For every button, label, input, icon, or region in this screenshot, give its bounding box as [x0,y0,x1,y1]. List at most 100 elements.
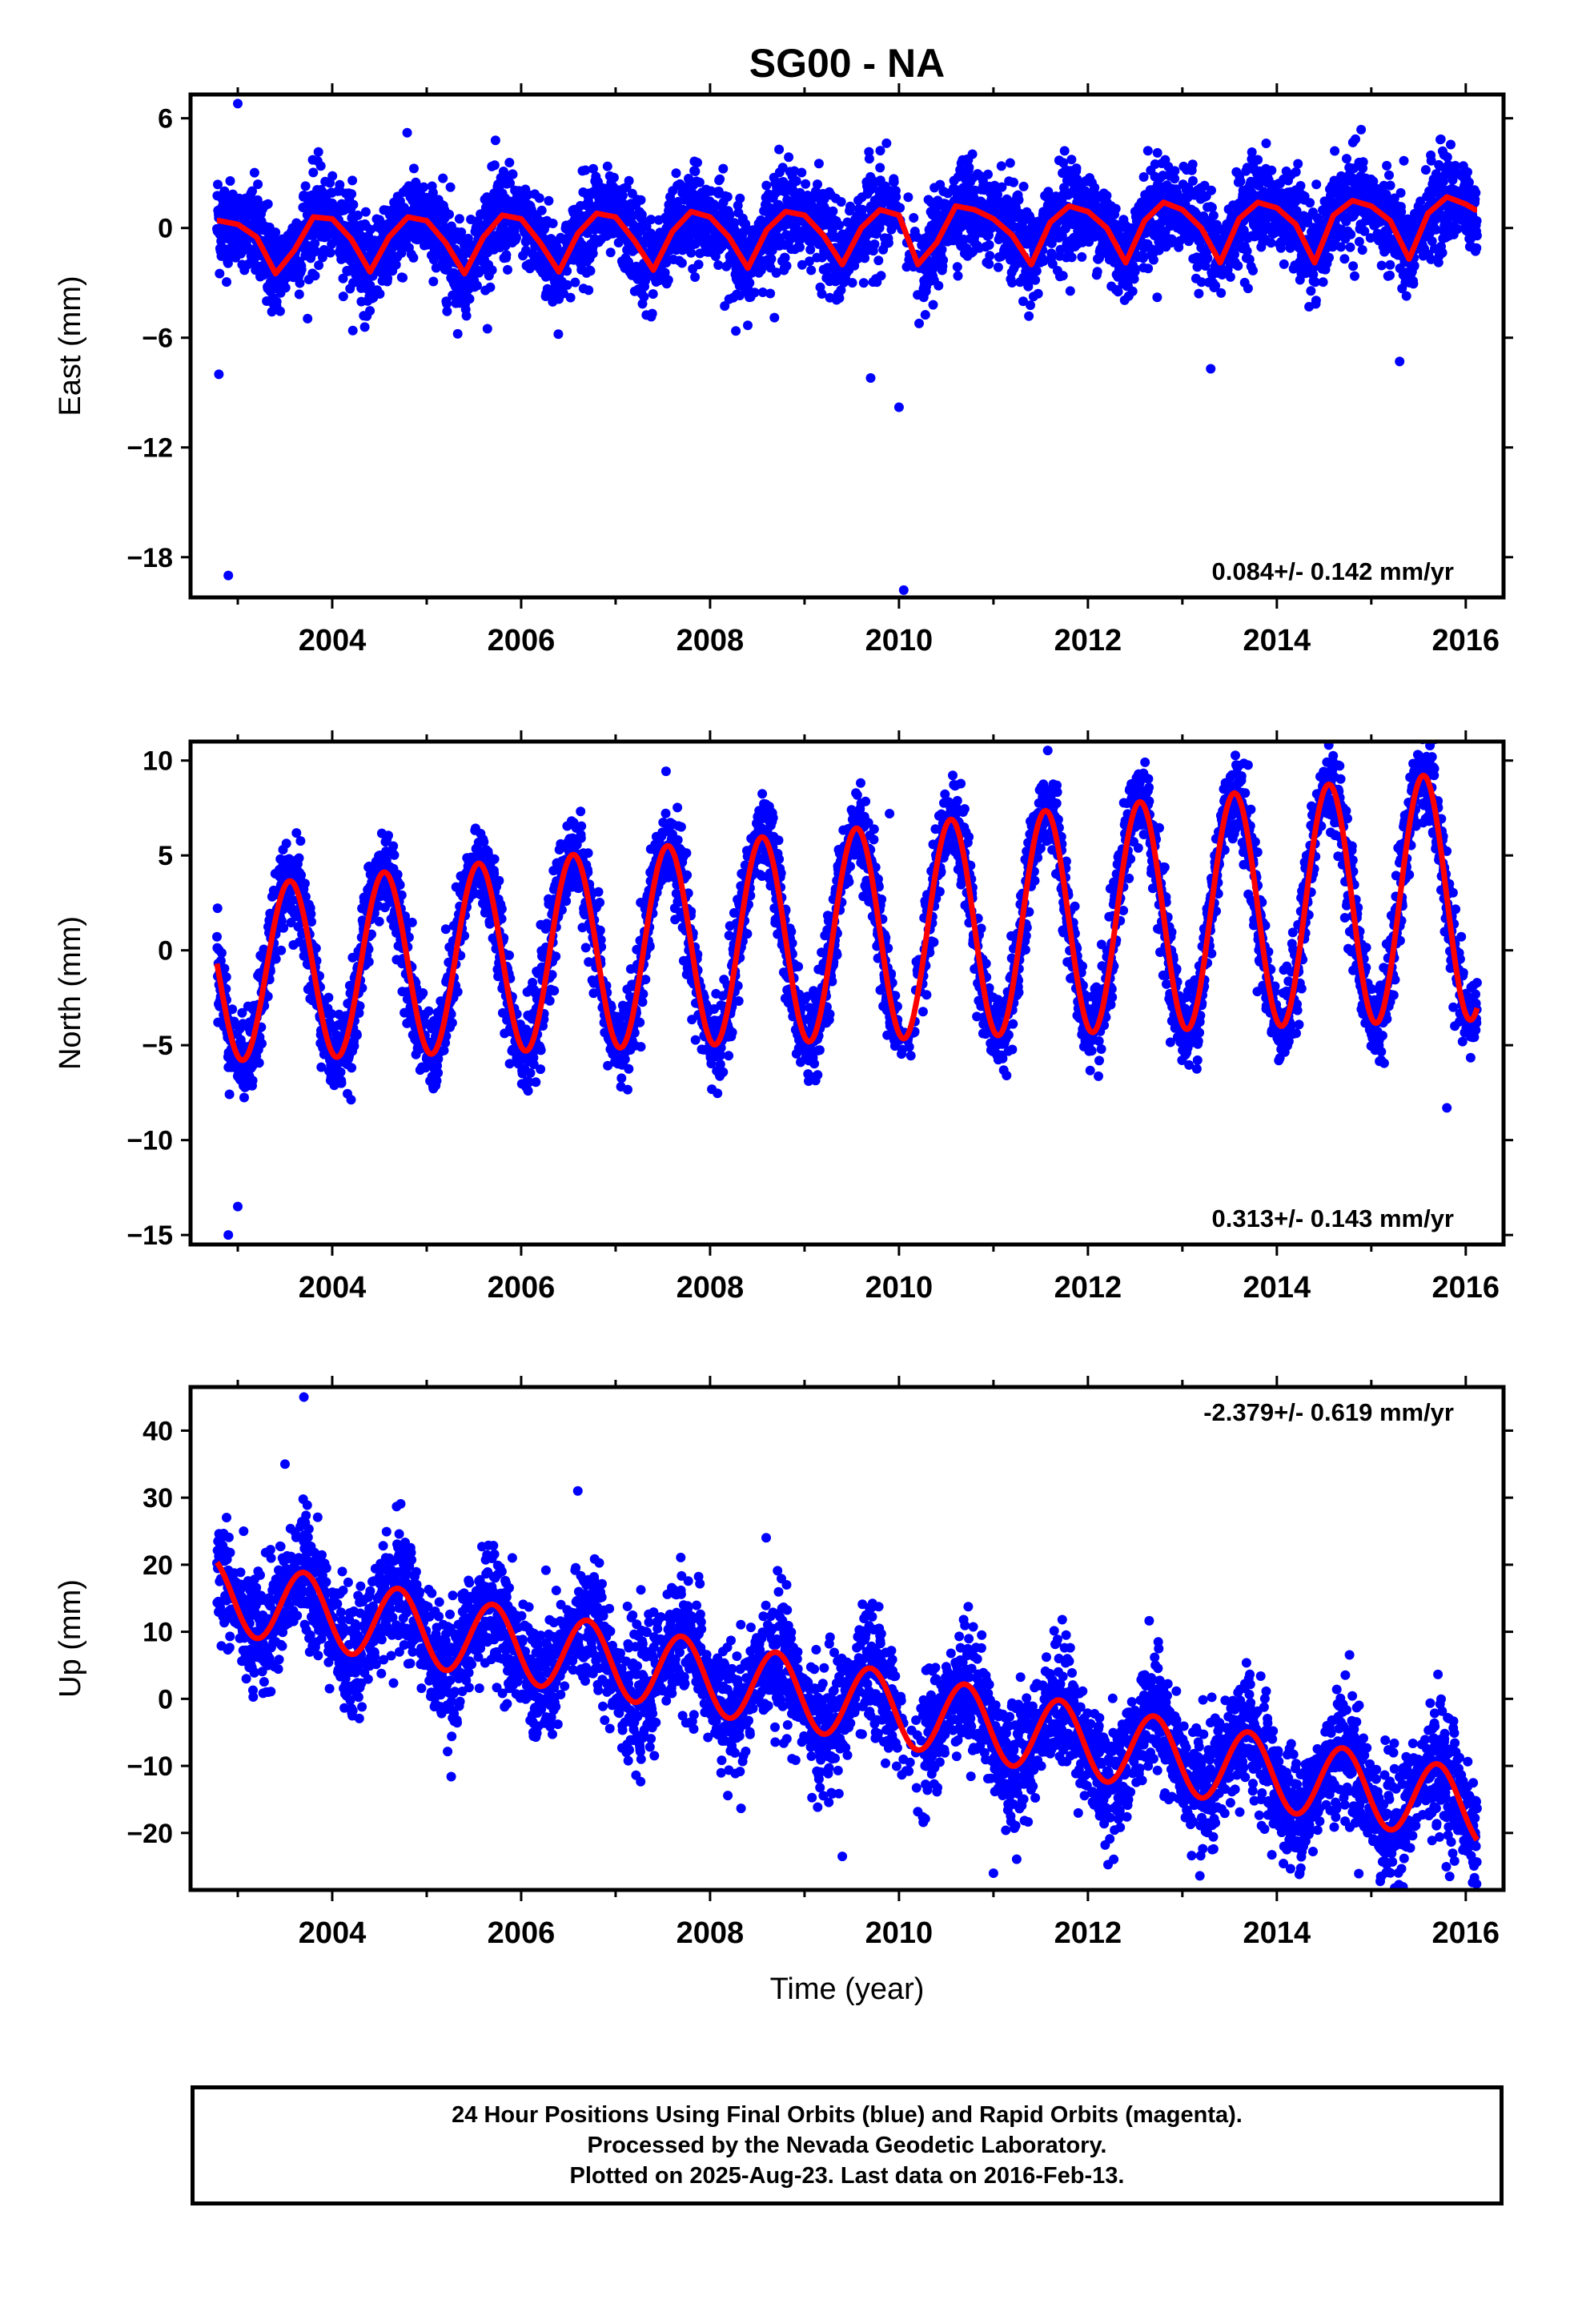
data-point [1071,163,1082,174]
plot-frame [188,92,1506,600]
data-point [1376,260,1387,271]
data-point [647,308,657,319]
data-point [490,135,500,146]
data-point [1233,261,1243,271]
data-point [720,301,730,312]
data-point [845,201,855,211]
y-tick-label: 0 [158,214,173,244]
data-point [1130,264,1141,274]
data-point [745,278,755,288]
data-point [777,163,788,173]
data-point [558,288,568,299]
data-point [1291,167,1301,177]
data-point [1385,180,1395,191]
data-point [338,273,348,283]
data-point [408,252,419,263]
data-point [1409,260,1419,271]
data-point [602,161,612,171]
data-point [801,179,811,189]
data-point [834,293,845,304]
data-point [757,287,768,297]
data-point [1311,296,1321,306]
data-point [1399,155,1409,166]
data-point [914,318,924,328]
data-point [677,245,688,255]
data-point [641,221,652,231]
data-point [463,233,473,243]
data-point [508,169,518,179]
data-point [1194,288,1204,299]
data-point [580,165,591,175]
data-point [1324,252,1334,263]
data-point [985,251,995,261]
data-point [213,179,223,190]
data-point [359,322,370,332]
data-point [224,1089,235,1100]
data-point [505,178,515,188]
data-point [889,177,899,187]
data-point [428,187,438,198]
data-point [1267,165,1277,175]
data-point [646,215,656,225]
data-point [1437,247,1447,258]
data-point [1152,292,1162,303]
data-point [225,176,235,186]
rate-annotation: 0.084+/- 0.142 mm/yr [1212,557,1454,585]
data-point [984,259,994,269]
data-point [1408,279,1419,289]
data-point [1295,181,1306,191]
data-point [402,127,412,138]
data-point [749,287,760,298]
data-point [1396,207,1407,217]
data-point [444,209,454,219]
data-point [398,272,408,283]
data-point [1014,195,1024,205]
data-point [365,280,375,291]
data-point [1357,245,1367,255]
data-point [512,232,521,243]
data-point [280,283,291,293]
data-point [864,154,874,164]
data-point [338,292,348,302]
x-tick-label: 2014 [1243,624,1311,657]
x-tick-label: 2008 [677,624,745,657]
data-point [1395,187,1406,198]
data-point [813,159,824,169]
y-tick-label: −6 [142,324,173,354]
data-point [1305,198,1315,208]
data-point [774,144,785,155]
data-point [452,328,463,339]
data-point [296,264,307,275]
data-point [1351,134,1360,144]
data-point [797,167,807,178]
data-point [1330,146,1340,156]
data-point [909,213,919,223]
data-point [895,203,905,213]
data-point [836,197,846,207]
data-point [562,266,572,276]
data-point [1350,271,1359,281]
data-point [588,248,598,259]
data-point [214,369,224,380]
data-points [212,742,1482,1240]
data-point [694,177,705,187]
data-point [715,174,725,184]
data-point [1216,287,1227,298]
data-point [1339,254,1350,264]
data-point [562,279,572,290]
data-point [1242,246,1252,256]
data-point [216,948,227,958]
data-point [875,146,885,156]
data-point [834,220,845,231]
data-point [996,161,1006,171]
data-point [1345,242,1355,252]
data-point [805,256,814,267]
data-point [352,210,363,220]
data-point [347,325,358,336]
data-point [660,267,670,278]
x-tick-label: 2016 [1432,624,1500,657]
data-point [1472,215,1482,226]
data-point [313,147,323,157]
data-point [1356,124,1367,135]
